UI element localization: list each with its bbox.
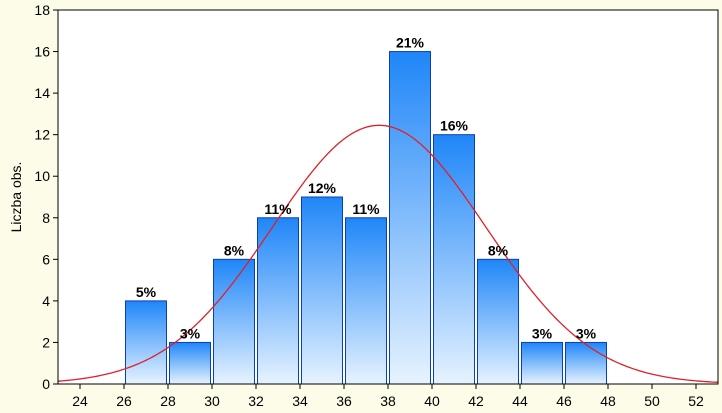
x-tick-label-11: 46	[556, 393, 572, 409]
bar-6	[389, 51, 431, 385]
x-tick-label-9: 42	[468, 393, 484, 409]
y-tick-label-3: 6	[42, 251, 50, 267]
y-tick-label-9: 18	[34, 2, 50, 18]
y-tick-label-5: 10	[34, 168, 50, 184]
bar-percent-label-9: 3%	[532, 325, 553, 341]
bar-3	[257, 217, 299, 385]
bar-percent-label-5: 11%	[352, 201, 380, 217]
x-tick-label-8: 40	[424, 393, 440, 409]
bar-percent-label-7: 16%	[440, 118, 469, 134]
y-tick-label-6: 12	[34, 127, 50, 143]
x-tick-label-10: 44	[512, 393, 528, 409]
bar-percent-label-6: 21%	[396, 35, 425, 51]
bar-percent-label-2: 8%	[224, 242, 245, 258]
x-tick-label-6: 36	[336, 393, 352, 409]
bar-8	[477, 258, 519, 385]
bar-percent-label-3: 11%	[264, 201, 292, 217]
plot-area	[58, 10, 718, 384]
y-tick-label-4: 8	[42, 210, 50, 226]
bar-percent-label-10: 3%	[576, 325, 597, 341]
x-tick-label-1: 26	[116, 393, 132, 409]
bar-percent-label-8: 8%	[488, 242, 509, 258]
x-tick-label-14: 52	[688, 393, 704, 409]
bar-7	[433, 134, 475, 385]
y-axis-label: Liczba obs.	[8, 162, 24, 233]
x-tick-label-13: 50	[644, 393, 660, 409]
bar-10	[565, 341, 607, 385]
bar-4	[301, 196, 343, 385]
y-tick-label-2: 4	[42, 293, 50, 309]
x-axis: 24 26 28 30 32 34 36 38 40 42 44 46 48 50 52	[72, 384, 704, 409]
x-tick-label-0: 24	[72, 393, 88, 409]
normal-fit-curve	[57, 124, 719, 383]
bar-9	[521, 341, 563, 385]
bars	[125, 51, 607, 385]
bar-percent-label-0: 5%	[136, 284, 157, 300]
x-tick-label-3: 30	[204, 393, 220, 409]
bar-percent-label-1: 3%	[180, 325, 201, 341]
bar-0	[125, 300, 167, 385]
x-tick-label-7: 38	[380, 393, 396, 409]
y-tick-label-0: 0	[42, 376, 50, 392]
x-tick-label-2: 28	[160, 393, 176, 409]
bar-1	[169, 341, 211, 385]
y-tick-label-8: 16	[34, 44, 50, 60]
y-axis: 0 2 4 6 8 10 12 14 16 18	[34, 2, 58, 392]
x-tick-label-4: 32	[248, 393, 264, 409]
bar-percent-labels: 5% 3% 8% 11% 12% 11% 21% 16% 8% 3% 3%	[136, 35, 597, 342]
y-tick-label-7: 14	[34, 85, 50, 101]
x-tick-label-12: 48	[600, 393, 616, 409]
y-tick-label-1: 2	[42, 334, 50, 350]
bar-5	[345, 217, 387, 385]
bar-2	[213, 258, 255, 385]
bar-percent-label-4: 12%	[308, 180, 337, 196]
x-tick-label-5: 34	[292, 393, 308, 409]
